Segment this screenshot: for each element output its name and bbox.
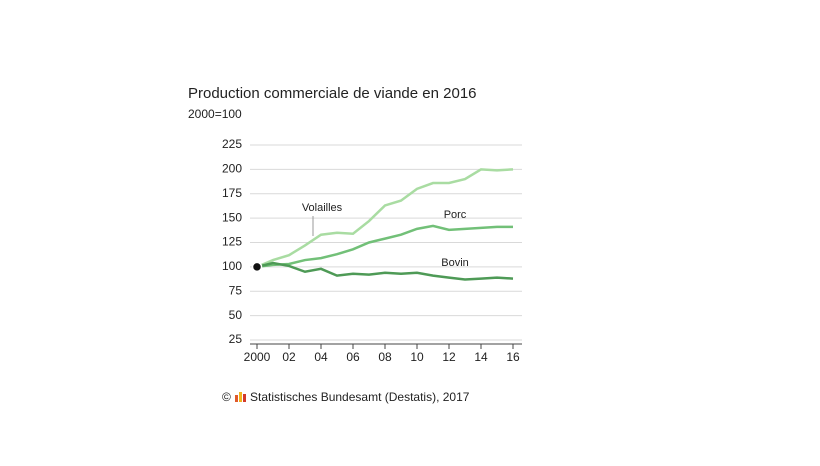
- source-icon: [235, 392, 246, 402]
- y-tick-label: 175: [222, 186, 242, 200]
- x-tick-label: 14: [474, 350, 488, 364]
- y-tick-label: 75: [229, 283, 243, 297]
- x-tick-label: 08: [378, 350, 392, 364]
- x-tick-label: 06: [346, 350, 360, 364]
- series-label: Porc: [444, 209, 467, 221]
- source: Statistisches Bundesamt (Destatis), 2017: [250, 390, 470, 404]
- y-tick-label: 200: [222, 162, 242, 176]
- chart-subtitle: 2000=100: [188, 107, 242, 121]
- x-tick-label: 02: [282, 350, 296, 364]
- chart-title: Production commerciale de viande en 2016: [188, 85, 477, 102]
- copyright: ©: [222, 390, 231, 404]
- x-tick-label: 2000: [244, 350, 271, 364]
- y-tick-label: 25: [229, 332, 243, 346]
- series-label: Bovin: [441, 257, 469, 269]
- series-line: [256, 224, 513, 269]
- y-tick-label: 150: [222, 210, 242, 224]
- x-tick-label: 04: [314, 350, 328, 364]
- series-line: [256, 168, 514, 269]
- series-label: Volailles: [302, 202, 343, 214]
- y-tick-label: 225: [222, 137, 242, 151]
- y-tick-label: 125: [222, 235, 242, 249]
- series-line: [256, 261, 514, 281]
- x-tick-label: 16: [506, 350, 520, 364]
- y-tick-label: 50: [229, 308, 243, 322]
- x-tick-label: 10: [410, 350, 424, 364]
- y-tick-label: 100: [222, 259, 242, 273]
- x-tick-label: 12: [442, 350, 456, 364]
- base-dot: [251, 261, 263, 273]
